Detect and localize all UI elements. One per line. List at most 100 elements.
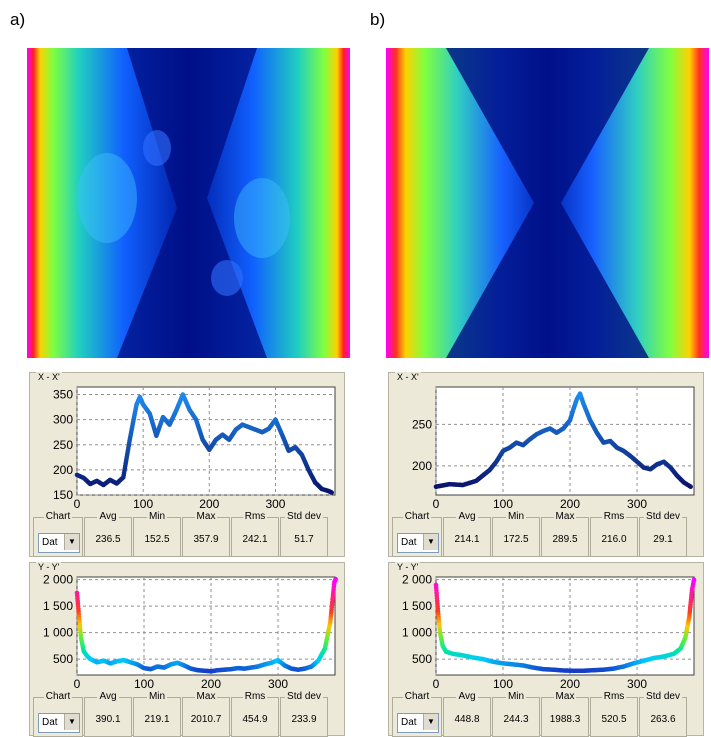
b-yy-group: Y - Y' 0 100 200 300 500 1 000 1 500 2 000 Chart D… <box>388 562 704 737</box>
a-xx-stat-max-label: Max <box>194 511 218 522</box>
a-yy-x-tick-label: 200 <box>201 677 221 691</box>
b-xx-chart-select-value: Dat <box>401 537 417 548</box>
b-xx-stat-max-label: Max <box>553 511 577 522</box>
b-xx-stat-rms: Rms 216.0 <box>590 511 638 557</box>
chevron-down-icon[interactable]: ▼ <box>64 534 79 550</box>
b-yy-stat-std-value: 263.6 <box>650 714 676 725</box>
a-yy-stat-chart: Chart Dat ▼ <box>33 691 83 737</box>
a-xx-chart: 0 100 200 300 150 200 250 300 350 <box>53 386 336 511</box>
a-yy-stat-std-label: Std dev <box>285 691 323 702</box>
b-xx-stat-std-label: Std dev <box>644 511 682 522</box>
b-yy-y-tick-label: 500 <box>412 652 432 666</box>
a-xx-stat-rms-value: 242.1 <box>242 534 268 545</box>
b-yy-chart-select-value: Dat <box>401 717 417 728</box>
a-xx-stat-avg-value: 236.5 <box>95 534 121 545</box>
a-xx-stat-avg: Avg 236.5 <box>84 511 132 557</box>
a-yy-chart-select-value: Dat <box>42 717 58 728</box>
a-yy-y-tick-label: 2 000 <box>43 573 73 587</box>
a-xx-stat-chart-label: Chart <box>43 511 73 522</box>
b-yy-stat-min: Min 244.3 <box>492 691 540 737</box>
a-yy-x-tick-label: 100 <box>134 677 154 691</box>
b-yy-x-tick-label: 100 <box>493 677 513 691</box>
b-xx-stat-min-value: 172.5 <box>503 534 529 545</box>
a-yy-chart: 0 100 200 300 500 1 000 1 500 2 000 <box>43 573 338 691</box>
a-xx-x-tick-label: 0 <box>74 497 81 511</box>
a-xx-y-tick-label: 250 <box>53 438 73 452</box>
b-xx-stats-row: Chart Dat ▼ Avg 214.1 Min 172.5 Max 289.5 Rms 216.… <box>392 511 700 557</box>
a-yy-stat-rms-label: Rms <box>242 691 268 702</box>
a-xx-stat-min-label: Min <box>146 511 168 522</box>
b-xx-stat-min: Min 172.5 <box>492 511 540 557</box>
b-yy-stat-std-label: Std dev <box>644 691 682 702</box>
a-yy-stat-avg: Avg 390.1 <box>84 691 132 737</box>
a-xx-stat-chart: Chart Dat ▼ <box>33 511 83 557</box>
b-yy-stat-std: Std dev 263.6 <box>639 691 687 737</box>
a-xx-x-tick-label: 300 <box>265 497 285 511</box>
a-yy-stat-max-label: Max <box>194 691 218 702</box>
a-yy-x-tick-label: 300 <box>268 677 288 691</box>
b-yy-chart-select[interactable]: Dat ▼ <box>397 713 439 733</box>
b-xx-x-tick-label: 100 <box>493 497 513 511</box>
b-yy-stat-min-label: Min <box>505 691 527 702</box>
a-yy-data-point <box>333 576 338 582</box>
a-xx-chart-select[interactable]: Dat ▼ <box>38 533 80 553</box>
b-yy-stat-max-label: Max <box>553 691 577 702</box>
a-yy-stat-rms: Rms 454.9 <box>231 691 279 737</box>
b-xx-stat-avg-value: 214.1 <box>454 534 480 545</box>
b-xx-chart-select[interactable]: Dat ▼ <box>397 533 439 553</box>
b-xx-chart: 0 100 200 300 200 250 <box>412 386 695 511</box>
b-yy-x-tick-label: 200 <box>560 677 580 691</box>
chevron-down-icon[interactable]: ▼ <box>423 534 438 550</box>
a-xx-y-tick-label: 200 <box>53 463 73 477</box>
panel-a-label: a) <box>10 10 26 29</box>
b-xx-x-tick-label: 300 <box>627 497 647 511</box>
b-yy-stat-rms-label: Rms <box>601 691 627 702</box>
a-xx-stat-avg-label: Avg <box>97 511 119 522</box>
a-xx-group: X - X' 0 100 200 300 150 200 250 300 350 Chart Dat ▼… <box>29 372 345 557</box>
a-xx-x-tick-label: 200 <box>199 497 219 511</box>
b-yy-stat-min-value: 244.3 <box>503 714 529 725</box>
beam-density-map-b <box>386 48 709 358</box>
a-xx-stat-std-value: 51.7 <box>294 534 314 545</box>
a-yy-chart-select[interactable]: Dat ▼ <box>38 713 80 733</box>
a-yy-group: Y - Y' 0 100 200 300 500 1 000 1 500 2 000 Chart D… <box>29 562 345 737</box>
b-xx-title: X - X' <box>395 372 421 382</box>
b-xx-stat-max-value: 289.5 <box>552 534 578 545</box>
b-xx-stat-avg: Avg 214.1 <box>443 511 491 557</box>
a-yy-stat-avg-value: 390.1 <box>95 714 121 725</box>
a-xx-y-tick-label: 150 <box>53 488 73 502</box>
b-yy-stat-avg: Avg 448.8 <box>443 691 491 737</box>
a-xx-stat-std-label: Std dev <box>285 511 323 522</box>
b-xx-x-tick-label: 0 <box>433 497 440 511</box>
b-xx-y-tick-label: 200 <box>412 459 432 473</box>
a-yy-y-tick-label: 1 500 <box>43 599 73 613</box>
a-xx-data-point <box>329 490 334 495</box>
b-yy-plot-area <box>435 576 695 676</box>
b-yy-stat-avg-label: Avg <box>456 691 478 702</box>
b-xx-stat-min-label: Min <box>505 511 527 522</box>
panel-b-label: b) <box>370 10 386 29</box>
a-xx-stat-std: Std dev 51.7 <box>280 511 328 557</box>
b-yy-stats-row: Chart Dat ▼ Avg 448.8 Min 244.3 Max 1988.3 Rms 520… <box>392 691 700 737</box>
a-yy-x-tick-label: 0 <box>74 677 81 691</box>
b-xx-x-tick-label: 200 <box>560 497 580 511</box>
b-yy-y-tick-label: 1 000 <box>402 626 432 640</box>
b-yy-x-tick-label: 0 <box>433 677 440 691</box>
a-yy-stats-row: Chart Dat ▼ Avg 390.1 Min 219.1 Max 2010.7 Rms 454… <box>33 691 341 737</box>
chevron-down-icon[interactable]: ▼ <box>423 714 438 730</box>
b-yy-stat-rms-value: 520.5 <box>601 714 627 725</box>
b-xx-stat-rms-label: Rms <box>601 511 627 522</box>
b-xx-plot-area <box>435 386 695 496</box>
a-xx-stat-max: Max 357.9 <box>182 511 230 557</box>
b-xx-stat-rms-value: 216.0 <box>601 534 627 545</box>
a-yy-y-tick-label: 500 <box>53 652 73 666</box>
b-yy-stat-avg-value: 448.8 <box>454 714 480 725</box>
a-yy-stat-rms-value: 454.9 <box>242 714 268 725</box>
a-yy-stat-max: Max 2010.7 <box>182 691 230 737</box>
b-yy-chart: 0 100 200 300 500 1 000 1 500 2 000 <box>402 573 697 691</box>
a-xx-y-tick-label: 350 <box>53 388 73 402</box>
a-yy-stat-min-value: 219.1 <box>144 714 170 725</box>
beam-density-map-a <box>27 48 350 358</box>
b-yy-data-point <box>691 577 697 582</box>
chevron-down-icon[interactable]: ▼ <box>64 714 79 730</box>
